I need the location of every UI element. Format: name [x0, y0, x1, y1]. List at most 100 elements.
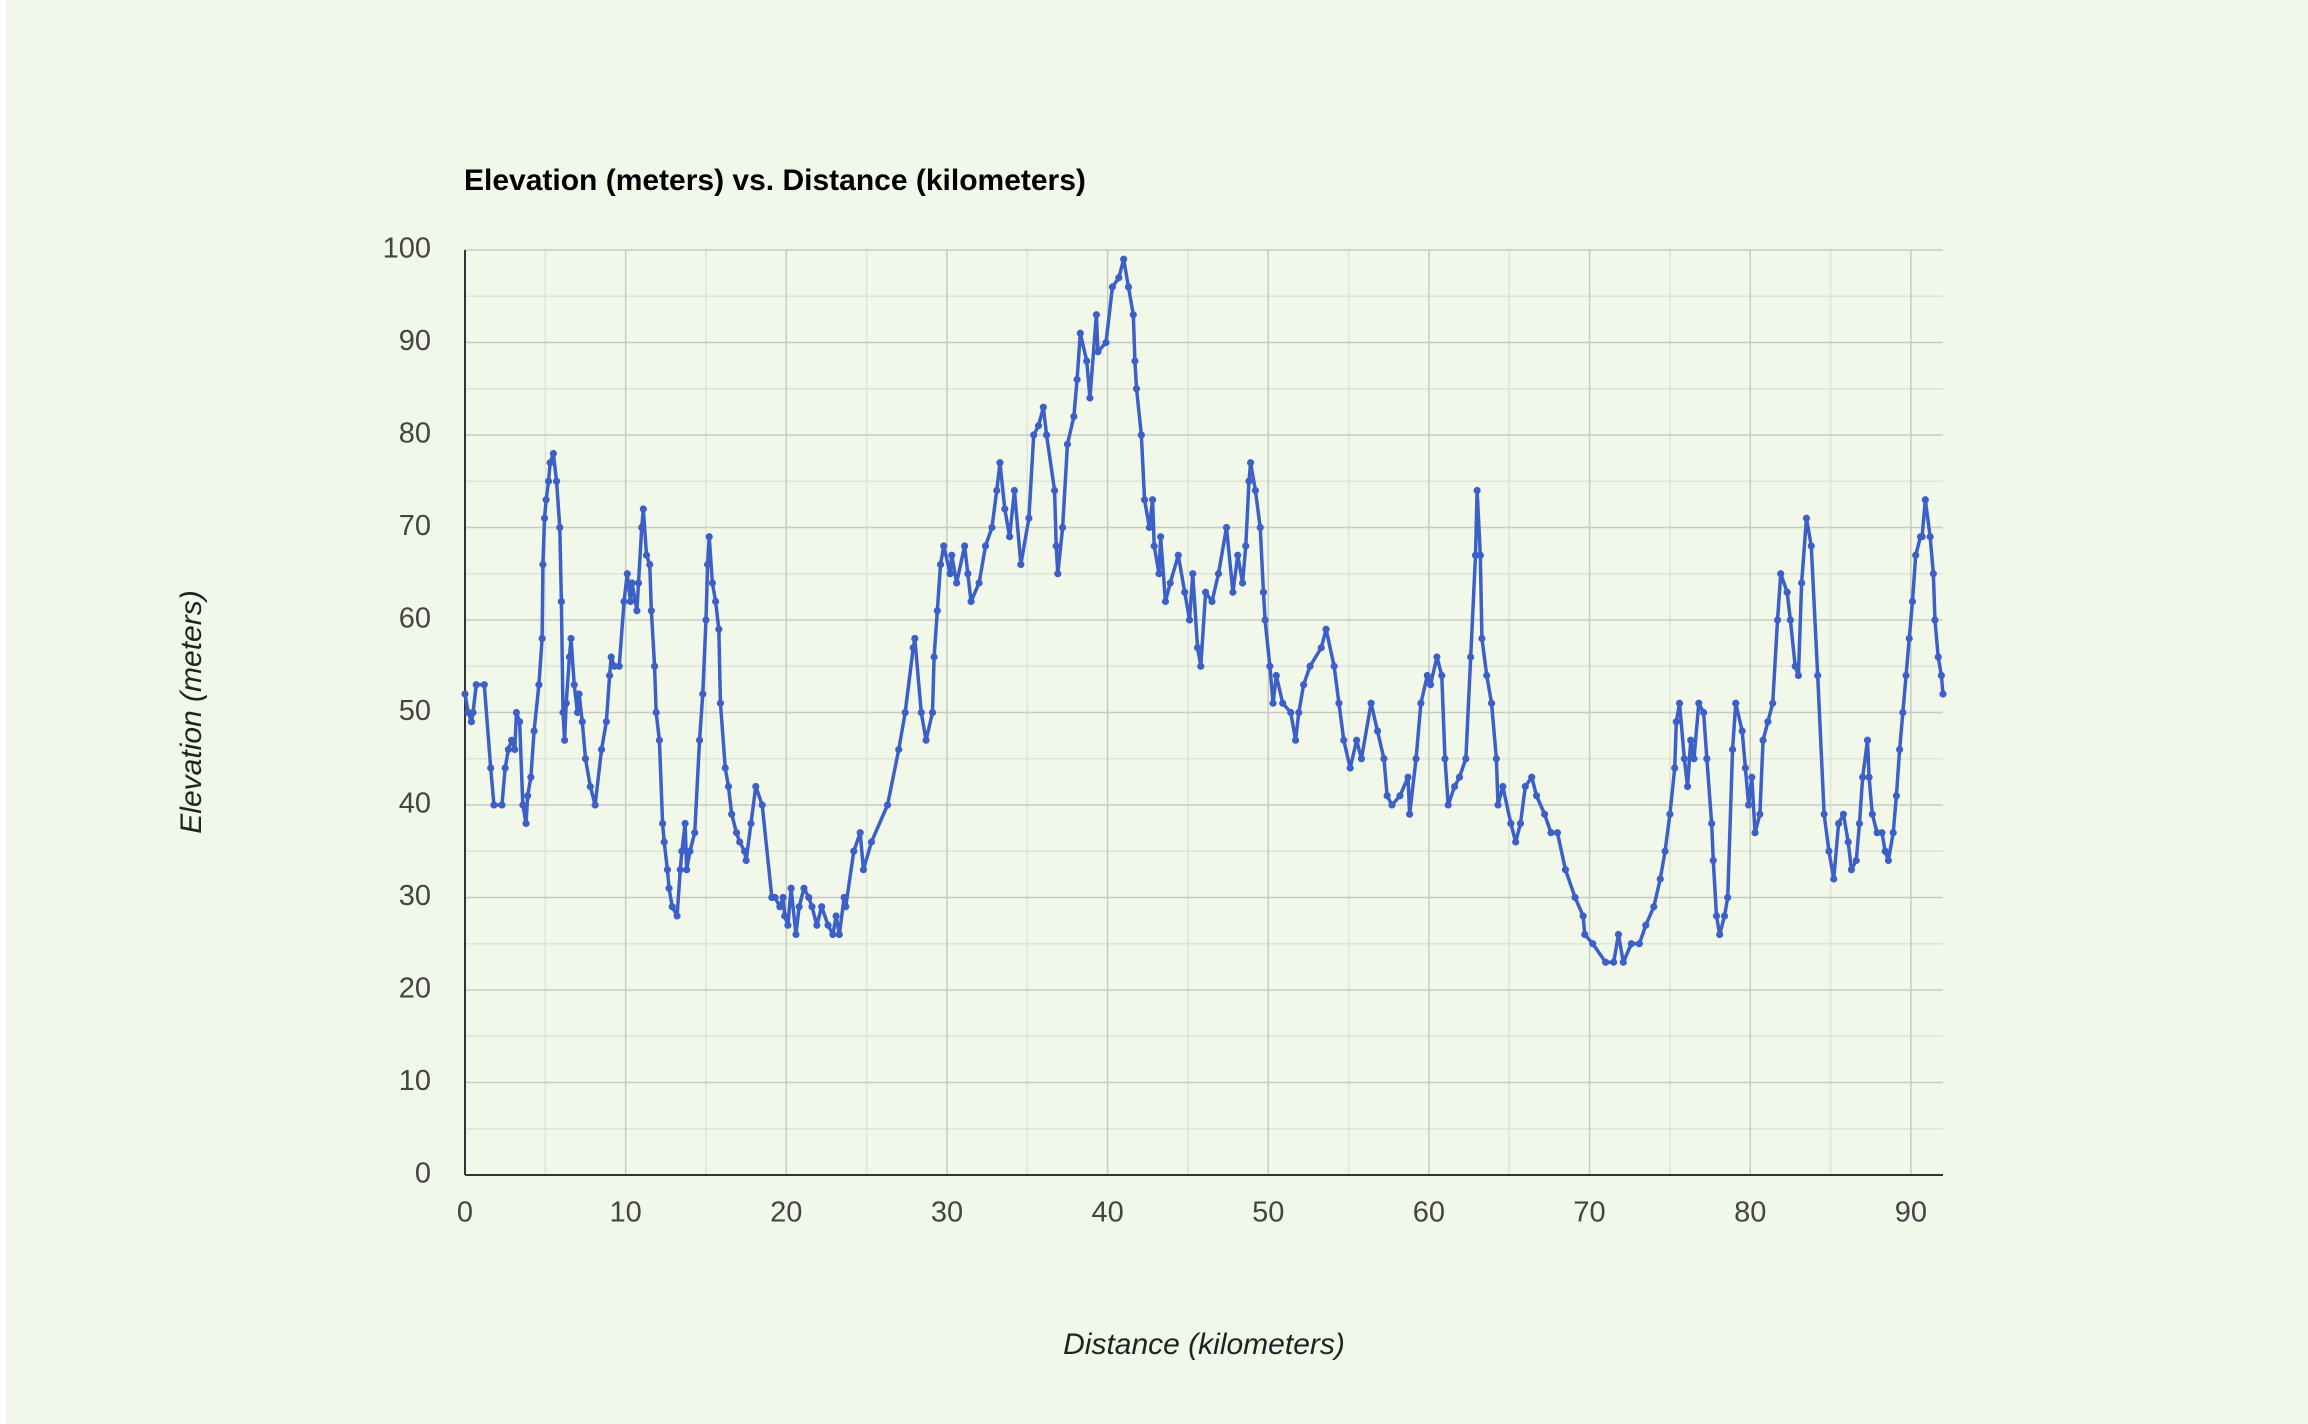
- data-point: [524, 792, 532, 800]
- data-point: [1357, 755, 1366, 763]
- data-point: [1295, 708, 1303, 717]
- data-point: [1010, 486, 1019, 495]
- data-point: [549, 449, 557, 458]
- x-tick-label: 80: [1734, 1197, 1766, 1229]
- y-tick-label: 40: [399, 788, 431, 820]
- data-point: [895, 745, 903, 754]
- data-point: [615, 662, 623, 670]
- data-point: [1516, 819, 1525, 828]
- data-point: [501, 764, 509, 772]
- data-point: [673, 912, 681, 920]
- data-point: [1189, 570, 1197, 578]
- data-point: [1666, 810, 1674, 818]
- data-point: [1926, 533, 1934, 541]
- data-point: [683, 866, 691, 874]
- data-point: [623, 570, 631, 578]
- data-point: [1918, 533, 1926, 541]
- data-point: [581, 755, 590, 763]
- data-point: [1852, 856, 1860, 865]
- y-tick-label: 10: [399, 1065, 431, 1097]
- data-point: [1834, 819, 1843, 828]
- data-point: [705, 533, 713, 541]
- data-point: [1132, 385, 1141, 393]
- data-point: [1245, 477, 1253, 485]
- data-point: [562, 699, 570, 707]
- data-point: [556, 523, 564, 532]
- data-point: [628, 579, 636, 587]
- data-point: [659, 819, 667, 828]
- data-point: [691, 829, 699, 837]
- data-point: [1661, 847, 1669, 855]
- data-point: [1417, 699, 1425, 707]
- data-point: [552, 477, 561, 485]
- data-point: [1786, 616, 1794, 624]
- data-point: [1426, 681, 1435, 689]
- data-point: [703, 560, 712, 569]
- data-point: [1547, 829, 1555, 837]
- data-point: [715, 625, 723, 633]
- x-tick-label: 40: [1091, 1197, 1123, 1229]
- data-point: [787, 884, 795, 892]
- data-point: [575, 690, 583, 698]
- data-point: [1438, 671, 1446, 680]
- data-point: [1441, 755, 1449, 763]
- data-point: [1353, 736, 1361, 744]
- data-point: [516, 718, 524, 726]
- data-point: [795, 903, 803, 911]
- data-point: [856, 829, 864, 837]
- data-point: [840, 893, 848, 902]
- data-point: [824, 921, 832, 929]
- data-point: [1839, 810, 1847, 818]
- data-point: [1931, 616, 1939, 624]
- data-point: [591, 801, 599, 809]
- data-point: [776, 903, 784, 911]
- data-point: [1279, 699, 1287, 707]
- data-point: [1929, 570, 1937, 578]
- data-point: [527, 773, 535, 781]
- data-point: [909, 644, 917, 652]
- data-point: [1700, 708, 1708, 717]
- data-point: [620, 597, 628, 606]
- data-point: [1070, 412, 1078, 421]
- data-point: [1571, 893, 1579, 902]
- data-point: [1695, 699, 1703, 707]
- data-point: [1791, 662, 1799, 670]
- data-point: [530, 727, 538, 735]
- data-point: [1300, 681, 1308, 689]
- data-point: [975, 579, 983, 587]
- data-point: [1494, 801, 1502, 809]
- data-point: [472, 681, 480, 689]
- data-point: [1532, 792, 1541, 800]
- chart-title: Elevation (meters) vs. Distance (kilomet…: [464, 164, 1086, 197]
- data-point: [1899, 708, 1907, 717]
- data-point: [1039, 403, 1047, 411]
- y-tick-label: 50: [399, 695, 431, 727]
- data-point: [1373, 727, 1382, 735]
- data-point: [1859, 773, 1867, 781]
- data-point: [1145, 523, 1153, 532]
- data-point: [1208, 597, 1216, 606]
- data-point: [1830, 875, 1838, 883]
- data-point: [1193, 644, 1202, 652]
- data-point: [1675, 699, 1684, 707]
- data-point: [1619, 958, 1627, 966]
- data-point: [638, 523, 646, 532]
- data-point: [512, 708, 521, 717]
- data-point: [1708, 819, 1716, 828]
- data-point: [867, 838, 876, 846]
- data-point: [1054, 570, 1062, 578]
- data-point: [1174, 551, 1182, 559]
- data-point: [1388, 801, 1396, 809]
- data-point: [586, 782, 594, 791]
- data-point: [540, 514, 549, 522]
- data-point: [1759, 736, 1767, 744]
- data-point: [1738, 727, 1746, 735]
- data-point: [883, 801, 892, 809]
- data-point: [1589, 940, 1597, 948]
- data-point: [1627, 940, 1635, 948]
- data-point: [1650, 903, 1658, 911]
- data-point: [1462, 755, 1470, 763]
- data-point: [1017, 560, 1025, 569]
- y-tick-label: 0: [415, 1158, 431, 1190]
- x-tick-label: 20: [770, 1197, 802, 1229]
